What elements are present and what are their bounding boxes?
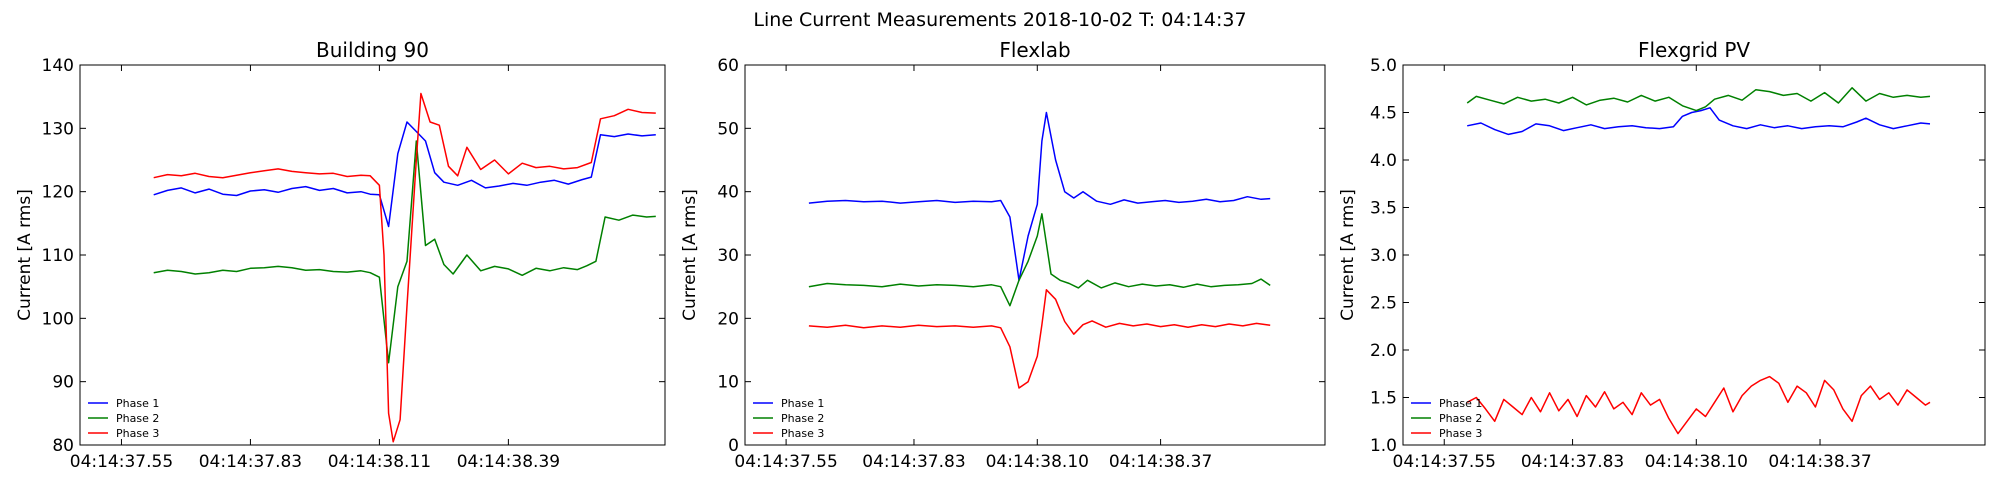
subplot-3: 1.0 1.5 2.0 2.5 3.0 3.5 4.0 4.5 5.0 04:14:37.55 04… [1338, 38, 1986, 472]
plot-area [745, 65, 1325, 445]
x-tick-label: 04:14:38.39 [457, 452, 560, 472]
legend-label: Phase 1 [116, 397, 159, 410]
y-tick-label: 3.0 [1370, 246, 1397, 266]
legend-label: Phase 2 [1439, 412, 1482, 425]
y-tick-label: 20 [717, 309, 739, 329]
y-axis-label: Current [A rms] [1338, 189, 1358, 321]
x-tick-label: 04:14:38.37 [1768, 452, 1871, 472]
series-line-phase-1 [808, 111, 1271, 282]
x-tick-label: 04:14:37.55 [1393, 452, 1496, 472]
series-line-phase-3 [153, 92, 656, 443]
y-tick-label: 3.5 [1370, 199, 1397, 219]
x-tick-label: 04:14:38.10 [1645, 452, 1748, 472]
y-tick-label: 90 [52, 373, 74, 393]
series-line-phase-2 [808, 213, 1271, 307]
legend-label: Phase 3 [116, 427, 159, 440]
plot-area [80, 65, 665, 445]
y-tick-label: 140 [42, 56, 74, 76]
y-tick-label: 60 [717, 56, 739, 76]
series-group [1466, 87, 1931, 435]
series-line-phase-3 [1466, 375, 1931, 435]
series-line-phase-1 [1467, 107, 1931, 136]
y-axis-label: Current [A rms] [680, 189, 700, 321]
series-group [808, 111, 1271, 389]
y-tick-label: 4.0 [1370, 151, 1397, 171]
y-tick-label: 1.0 [1370, 436, 1397, 456]
legend-label: Phase 1 [781, 397, 824, 410]
y-tick-label: 100 [42, 309, 74, 329]
subplot-1: 80 90 100 110 120 130 140 04:14:37.55 04:14:37.8… [15, 38, 666, 472]
y-tick-label: 80 [52, 436, 74, 456]
legend: Phase 1 Phase 2 Phase 3 [1411, 397, 1482, 440]
y-tick-label: 2.0 [1370, 341, 1397, 361]
x-tick-label: 04:14:38.11 [328, 452, 431, 472]
y-tick-label: 10 [717, 373, 739, 393]
subplot-2: 0 10 20 30 40 50 60 04:14:37.55 04:14:37.83 04:14… [680, 38, 1326, 472]
series-group [153, 92, 656, 443]
y-tick-label: 40 [717, 183, 739, 203]
legend-label: Phase 2 [781, 412, 824, 425]
x-tick-label: 04:14:38.10 [986, 452, 1089, 472]
y-tick-label: 1.5 [1370, 389, 1397, 409]
y-tick-label: 120 [42, 183, 74, 203]
x-tick-label: 04:14:37.83 [1521, 452, 1624, 472]
legend-label: Phase 3 [781, 427, 824, 440]
x-tick-label: 04:14:37.55 [70, 452, 173, 472]
y-tick-label: 50 [717, 119, 739, 139]
x-tick-label: 04:14:37.55 [734, 452, 837, 472]
figure-title: Line Current Measurements 2018-10-02 T: … [753, 9, 1246, 31]
x-tick-label: 04:14:38.37 [1109, 452, 1212, 472]
legend: Phase 1 Phase 2 Phase 3 [753, 397, 824, 440]
series-line-phase-2 [1466, 87, 1931, 112]
series-line-phase-2 [153, 140, 656, 364]
series-line-phase-3 [808, 289, 1271, 389]
y-tick-label: 4.5 [1370, 104, 1397, 124]
legend-label: Phase 1 [1439, 397, 1482, 410]
y-tick-label: 110 [42, 246, 74, 266]
y-tick-label: 5.0 [1370, 56, 1397, 76]
x-tick-label: 04:14:37.83 [199, 452, 302, 472]
y-tick-label: 0 [728, 436, 739, 456]
legend-label: Phase 3 [1439, 427, 1482, 440]
y-tick-label: 30 [717, 246, 739, 266]
legend: Phase 1 Phase 2 Phase 3 [88, 397, 159, 440]
y-tick-label: 130 [42, 119, 74, 139]
x-tick-label: 04:14:37.83 [862, 452, 965, 472]
y-axis-label: Current [A rms] [15, 189, 35, 321]
y-tick-label: 2.5 [1370, 294, 1397, 314]
subplot-title: Building 90 [316, 38, 429, 62]
subplot-title: Flexlab [999, 38, 1070, 62]
plot-area [1403, 65, 1985, 445]
series-line-phase-1 [153, 121, 656, 228]
subplot-title: Flexgrid PV [1638, 38, 1750, 62]
legend-label: Phase 2 [116, 412, 159, 425]
